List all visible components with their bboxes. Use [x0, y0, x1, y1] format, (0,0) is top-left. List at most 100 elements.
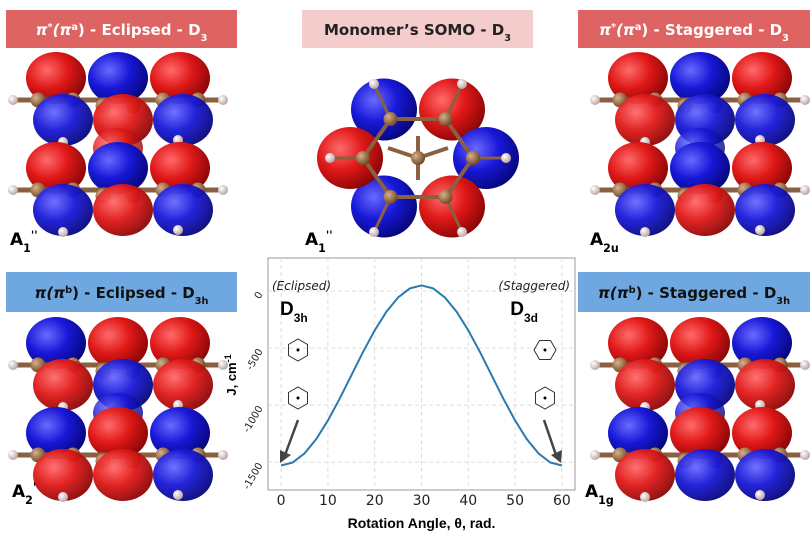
hydrogen	[173, 225, 183, 235]
symmetry-label-part: A	[305, 230, 319, 250]
molecule-center	[297, 349, 300, 352]
symmetry-label-part: A	[10, 230, 24, 250]
symmetry-label-part: A	[585, 482, 599, 502]
panel-title-part: 3h	[195, 296, 209, 307]
panel-title-part: π	[599, 21, 611, 39]
hydrogen	[640, 492, 650, 502]
hydrogen	[800, 95, 810, 105]
lobe	[153, 359, 213, 411]
carbon	[439, 112, 453, 126]
x-tick-label: 60	[553, 493, 571, 509]
symmetry-label-part: 1	[23, 242, 31, 255]
hydrogen	[590, 360, 600, 370]
panel-title-part: ) - Eclipsed - D	[72, 284, 195, 302]
annotation-group-part: D	[510, 299, 524, 320]
y-tick-label: -1000	[242, 404, 266, 435]
panel-title-part: ) - Staggered - D	[636, 284, 777, 302]
symmetry-label: A1''	[10, 229, 38, 255]
panel-title-part: Monomer’s SOMO - D	[324, 21, 504, 39]
y-tick-label: 0	[253, 290, 266, 301]
hydrogen	[58, 492, 68, 502]
x-tick-label: 50	[506, 493, 524, 509]
molecule-center	[297, 397, 300, 400]
y-axis-title-part: J, cm	[224, 362, 239, 395]
y-axis-title-part: -1	[223, 354, 233, 362]
panel-title-part: (π	[616, 21, 635, 39]
symmetry-label: A1g	[585, 482, 614, 507]
x-tick-label: 30	[413, 493, 431, 509]
hydrogen	[800, 185, 810, 195]
lobe	[93, 184, 153, 236]
y-tick-label: -500	[245, 347, 266, 372]
panel-title-part: ) - Staggered - D	[641, 21, 782, 39]
x-tick-label: 40	[459, 493, 477, 509]
annotation-group-part: 3h	[294, 311, 308, 325]
carbon	[466, 151, 480, 165]
symmetry-label: A1''	[305, 229, 333, 255]
panel-title-part: (π	[610, 284, 629, 302]
carbon	[384, 112, 398, 126]
symmetry-label-part: A	[590, 230, 604, 250]
hydrogen	[800, 360, 810, 370]
hydrogen	[173, 490, 183, 500]
hydrogen	[369, 79, 379, 89]
panel-title-part: 3	[201, 33, 208, 44]
panel-title-part: (π	[53, 21, 72, 39]
panel-title-part: 3h	[776, 296, 790, 307]
lobe	[153, 449, 213, 501]
hydrogen	[640, 227, 650, 237]
symmetry-label-part: 1g	[598, 494, 614, 507]
symmetry-label-part: 2u	[603, 242, 619, 255]
molecule-center	[544, 397, 547, 400]
lobe	[735, 449, 795, 501]
symmetry-label-part: 2	[25, 494, 33, 507]
carbon	[356, 151, 370, 165]
symmetry-label: A2u	[590, 230, 619, 255]
hydrogen	[590, 450, 600, 460]
lobe	[735, 184, 795, 236]
molecule-center	[544, 349, 547, 352]
lobe	[153, 94, 213, 146]
symmetry-label-part: A	[12, 482, 26, 502]
hydrogen	[457, 79, 467, 89]
symmetry-label-part: ''	[31, 229, 38, 242]
y-axis-title: J, cm-1	[223, 354, 239, 395]
hydrogen	[8, 360, 18, 370]
annotation-state: (Eclipsed)	[272, 279, 331, 293]
hydrogen	[590, 95, 600, 105]
panel-title-part: π	[35, 284, 47, 302]
y-tick-label: -1500	[242, 461, 266, 492]
lobe	[675, 184, 735, 236]
hydrogen	[8, 95, 18, 105]
hydrogen	[755, 225, 765, 235]
hydrogen	[218, 450, 228, 460]
panel-title-part: 3	[504, 33, 511, 44]
annotation-state: (Staggered)	[498, 279, 570, 293]
symmetry-label: A2'	[12, 481, 36, 507]
hydrogen	[755, 490, 765, 500]
hydrogen	[218, 95, 228, 105]
hydrogen	[800, 450, 810, 460]
panel-title-part: ) - Eclipsed - D	[78, 21, 201, 39]
lobe	[735, 359, 795, 411]
carbon	[411, 151, 425, 165]
hydrogen	[8, 185, 18, 195]
x-tick-label: 0	[277, 493, 286, 509]
lobe	[93, 449, 153, 501]
panel-title-part: a	[635, 22, 642, 33]
lobe	[735, 94, 795, 146]
hydrogen	[58, 227, 68, 237]
x-tick-label: 20	[366, 493, 384, 509]
lobe	[153, 184, 213, 236]
hydrogen	[369, 227, 379, 237]
panel-title-part: b	[65, 285, 72, 296]
panel-title-part: 3	[782, 33, 789, 44]
hydrogen	[501, 153, 511, 163]
hydrogen	[218, 185, 228, 195]
lobe	[675, 449, 735, 501]
hydrogen	[8, 450, 18, 460]
carbon	[439, 190, 453, 204]
x-axis-title: Rotation Angle, θ, rad.	[348, 515, 496, 531]
symmetry-label-part: '	[33, 481, 36, 494]
